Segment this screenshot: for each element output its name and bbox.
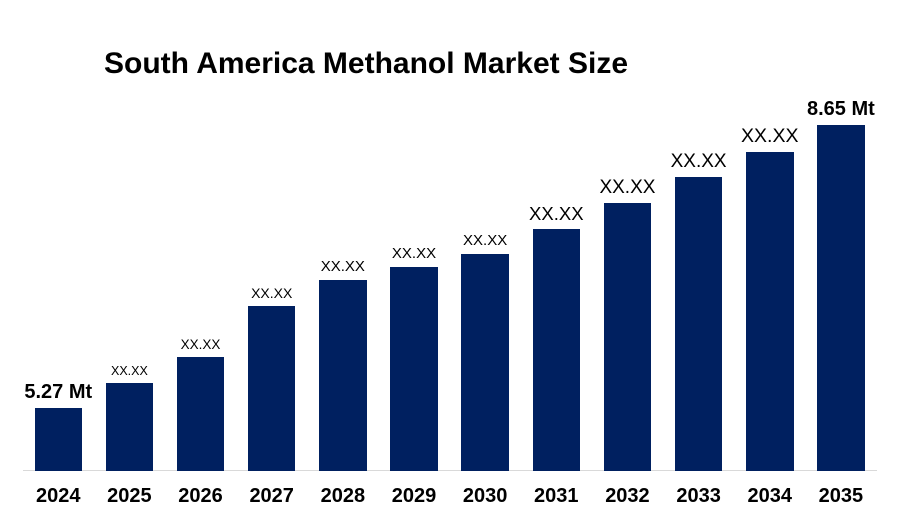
bar-2033 [674, 177, 723, 471]
bar-2024 [34, 408, 82, 471]
bar-2030 [461, 254, 509, 471]
chart-title: South America Methanol Market Size [104, 47, 629, 80]
bar-2027 [247, 306, 296, 471]
bar-2025 [105, 383, 154, 471]
x-axis-tick-2025: 2025 [107, 485, 152, 507]
bar-2026 [176, 357, 225, 471]
bar-2029 [390, 267, 438, 471]
x-axis-tick-2034: 2034 [747, 485, 793, 507]
bar-value-label-2024: 5.27 Mt [24, 381, 93, 403]
bar-value-label-2031: XX.XX [529, 202, 584, 224]
bar-value-label-2030: XX.XX [463, 232, 508, 249]
bar-value-label-2028: XX.XX [320, 258, 365, 275]
bar-value-label-2027: XX.XX [251, 285, 293, 301]
x-axis-tick-2033: 2033 [676, 485, 721, 507]
bar-value-label-2032: XX.XX [599, 177, 656, 198]
bar-2035 [817, 125, 865, 471]
bar-value-label-2034: XX.XX [741, 124, 799, 147]
x-axis-tick-2029: 2029 [391, 485, 437, 507]
bar-2028 [319, 280, 367, 471]
x-axis-tick-2030: 2030 [462, 485, 508, 507]
x-axis-tick-2028: 2028 [320, 485, 366, 507]
bar-2031 [532, 229, 581, 471]
x-axis-tick-2024: 2024 [36, 485, 81, 507]
x-axis-tick-2031: 2031 [534, 485, 579, 507]
bar-value-label-2025: XX.XX [110, 363, 148, 378]
bar-value-label-2026: XX.XX [180, 336, 221, 352]
x-axis-tick-2026: 2026 [178, 485, 223, 507]
bar-value-label-2033: XX.XX [670, 151, 727, 172]
bar-2032 [603, 203, 652, 471]
bar-value-label-2035: 8.65 Mt [806, 98, 875, 120]
x-axis-tick-2035: 2035 [818, 485, 864, 507]
x-axis-tick-2027: 2027 [249, 485, 294, 507]
x-axis-tick-2032: 2032 [605, 485, 650, 507]
bar-2034 [746, 152, 794, 471]
bar-value-label-2029: XX.XX [391, 245, 437, 262]
x-axis-line [23, 470, 877, 471]
